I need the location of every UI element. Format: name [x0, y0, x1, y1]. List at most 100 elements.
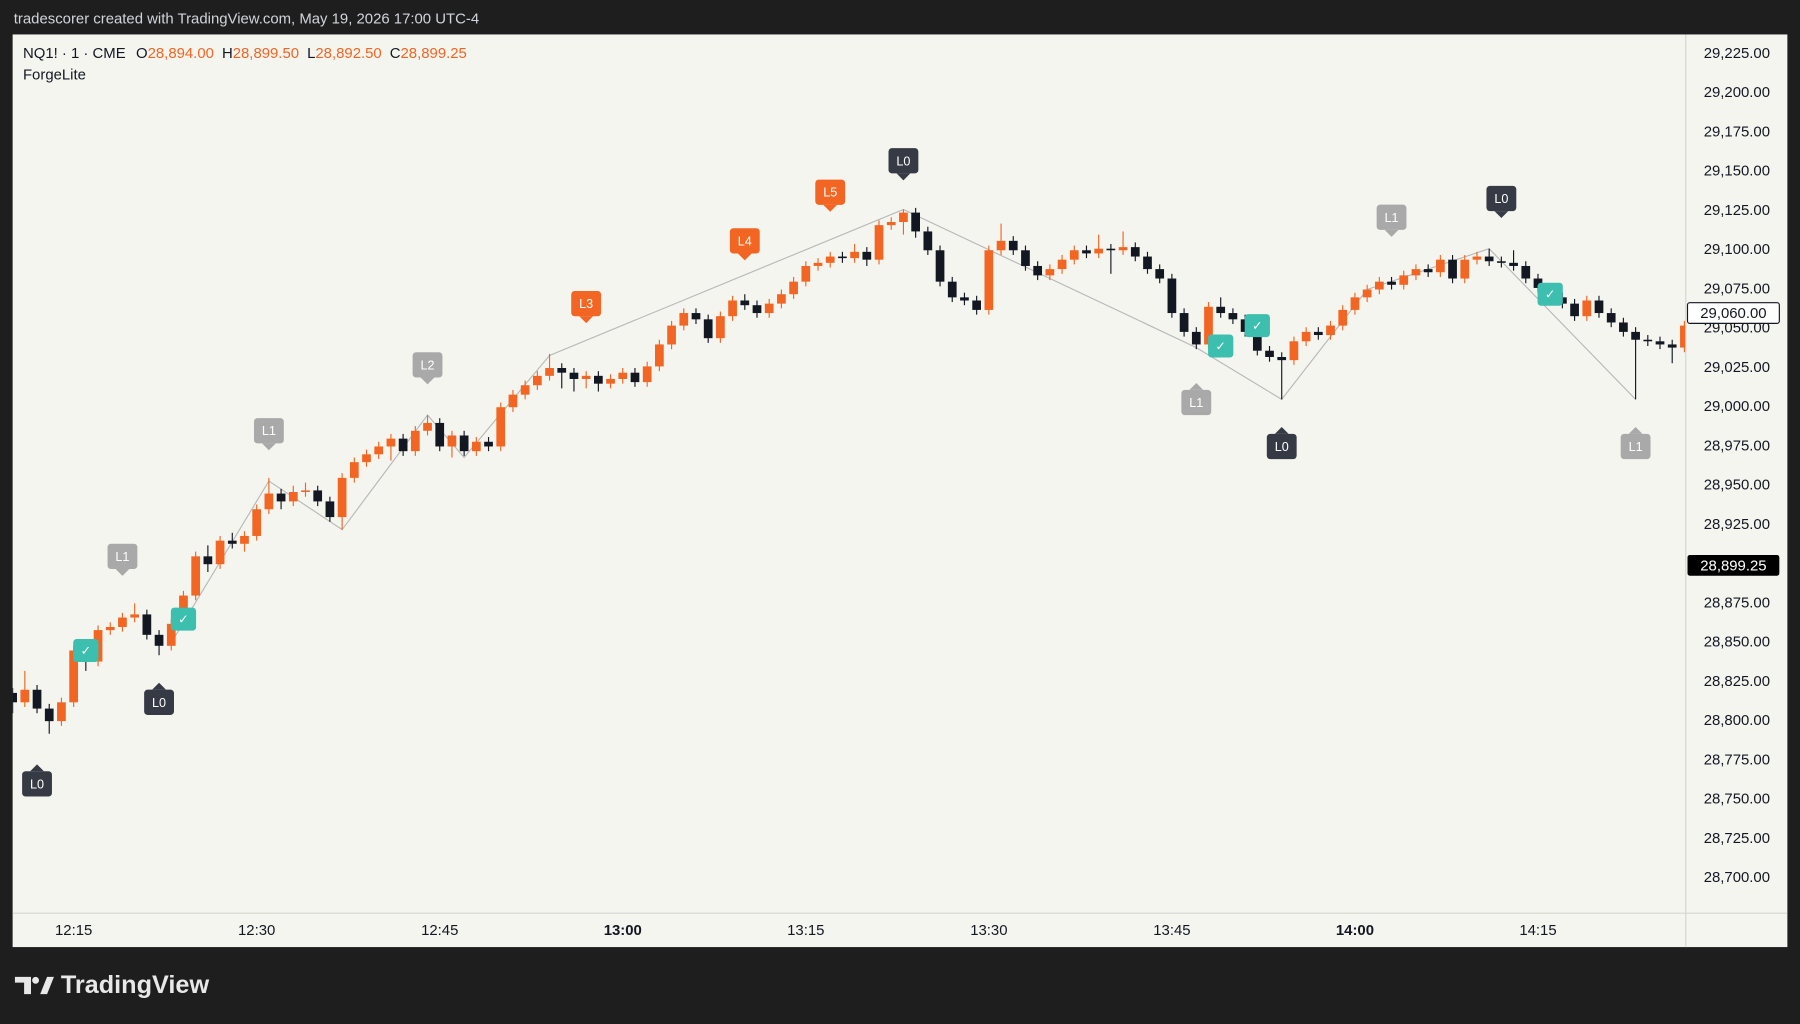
candle-body	[716, 316, 725, 339]
candle-body	[1606, 313, 1616, 323]
candle-body	[1411, 269, 1421, 276]
x-tick-label: 12:30	[238, 922, 275, 939]
marker-pointer	[579, 316, 594, 324]
marker: L1	[1620, 426, 1651, 460]
price-tag-label: 28,899.25	[1700, 557, 1766, 574]
candle-body	[1533, 278, 1543, 288]
candle-body	[1301, 331, 1311, 342]
candle-body	[69, 650, 79, 703]
candle-body	[1252, 331, 1262, 351]
ohlc-value: 28,899.25	[401, 45, 467, 62]
candle-body	[813, 262, 823, 266]
marker: L5	[815, 179, 846, 212]
indicator-name: ForgeLite	[23, 67, 86, 84]
signal: ✓	[1537, 282, 1563, 306]
candle-body	[1155, 269, 1165, 279]
candle-body	[1118, 247, 1128, 251]
candle-body	[1057, 259, 1067, 270]
signal-box	[1208, 334, 1234, 358]
candle-body	[1655, 341, 1665, 345]
marker-pointer	[1189, 383, 1204, 390]
marker-label: L1	[1189, 396, 1203, 410]
candle-body	[1265, 350, 1274, 358]
marker-pointer	[737, 253, 752, 261]
logo-shape	[14, 976, 31, 995]
candle-body	[337, 477, 347, 518]
candle-body	[227, 540, 237, 544]
signal-label: ✓	[178, 613, 189, 627]
candle-body	[728, 300, 737, 317]
x-tick-label: 12:45	[421, 922, 458, 939]
marker-box	[815, 179, 846, 205]
candle-body	[203, 556, 213, 565]
marker-label: L0	[1494, 192, 1508, 206]
candle-body	[545, 367, 554, 376]
candle-body	[435, 422, 445, 447]
marker-pointer	[115, 568, 130, 576]
marker-label: L1	[115, 550, 129, 564]
candle-body	[703, 319, 713, 339]
marker: L1	[253, 418, 284, 451]
candle-body	[679, 313, 689, 326]
y-tick-label: 28,925.00	[1704, 516, 1770, 533]
marker-pointer	[152, 682, 166, 690]
marker-box	[412, 352, 443, 378]
candle-body	[630, 372, 640, 383]
candle-body	[386, 438, 396, 447]
candle-body	[166, 623, 176, 646]
marker: L1	[107, 543, 138, 576]
candle-body	[1191, 331, 1201, 345]
x-tick-label: 13:00	[604, 922, 642, 939]
candle-body	[655, 344, 664, 367]
marker-label: L1	[262, 424, 276, 438]
marker-label: L1	[1385, 211, 1399, 225]
candle-body	[1423, 269, 1433, 273]
marker-pointer	[1274, 426, 1289, 434]
y-tick-label: 29,175.00	[1704, 123, 1770, 140]
candle-body	[594, 375, 603, 384]
y-tick-label: 28,850.00	[1704, 634, 1770, 651]
y-tick-label: 29,025.00	[1704, 359, 1770, 376]
candle-body	[471, 441, 481, 452]
plot: ✓ ✓ ✓ ✓ ✓ L0 L1 L0 L1 L2 L3 L4 L5 L0 L1 L0 L1 L0 L1	[12, 148, 1686, 797]
marker-box	[1620, 433, 1651, 460]
candle-body	[1374, 281, 1384, 290]
marker-box	[144, 689, 174, 715]
marker: L4	[729, 228, 760, 261]
price-tag	[1686, 302, 1780, 324]
signal-box	[1537, 282, 1563, 306]
candle-body	[1033, 265, 1043, 276]
y-tick-label: 29,125.00	[1704, 202, 1770, 219]
signal-box	[1244, 314, 1270, 338]
y-tick-label: 28,725.00	[1704, 830, 1770, 847]
marker-label: L5	[823, 186, 837, 200]
candle-body	[362, 454, 371, 463]
candle-body	[557, 367, 567, 373]
candle-body	[20, 689, 30, 703]
marker-label: L0	[1275, 440, 1289, 454]
candle-body	[1582, 300, 1592, 317]
candle-body	[264, 493, 274, 510]
candle-body	[618, 372, 628, 379]
candle-body	[410, 430, 420, 452]
candle-body	[777, 294, 786, 304]
candle-body	[606, 378, 615, 384]
candle-body	[1094, 248, 1104, 254]
candle-body	[1619, 322, 1628, 332]
marker-box	[1181, 389, 1212, 416]
signal-box	[170, 607, 197, 631]
candle-body	[789, 281, 798, 295]
candle-body	[447, 435, 457, 447]
signal: ✓	[170, 607, 197, 631]
candle-body	[1289, 341, 1299, 361]
candle-body	[276, 493, 286, 502]
candle-body	[740, 300, 750, 306]
ohlc-value: 28,894.00	[148, 45, 214, 62]
signal-label: ✓	[1252, 319, 1263, 333]
candle-body	[44, 708, 54, 722]
marker-pointer	[823, 204, 838, 212]
candle-body	[1350, 297, 1360, 310]
ohlc-key: H	[222, 45, 233, 62]
candle-body	[1448, 259, 1457, 279]
candle-body	[398, 438, 408, 452]
